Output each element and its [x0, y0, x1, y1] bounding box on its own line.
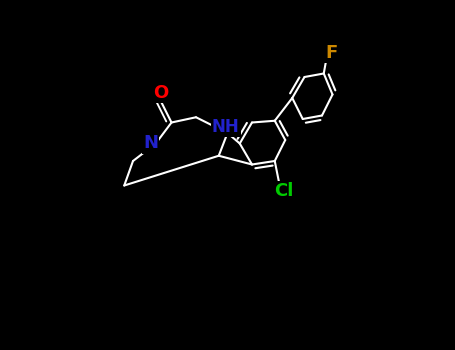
- Text: N: N: [143, 134, 158, 153]
- Text: NH: NH: [212, 118, 240, 136]
- Text: F: F: [325, 43, 338, 62]
- Text: Cl: Cl: [274, 182, 293, 201]
- Text: O: O: [153, 84, 169, 102]
